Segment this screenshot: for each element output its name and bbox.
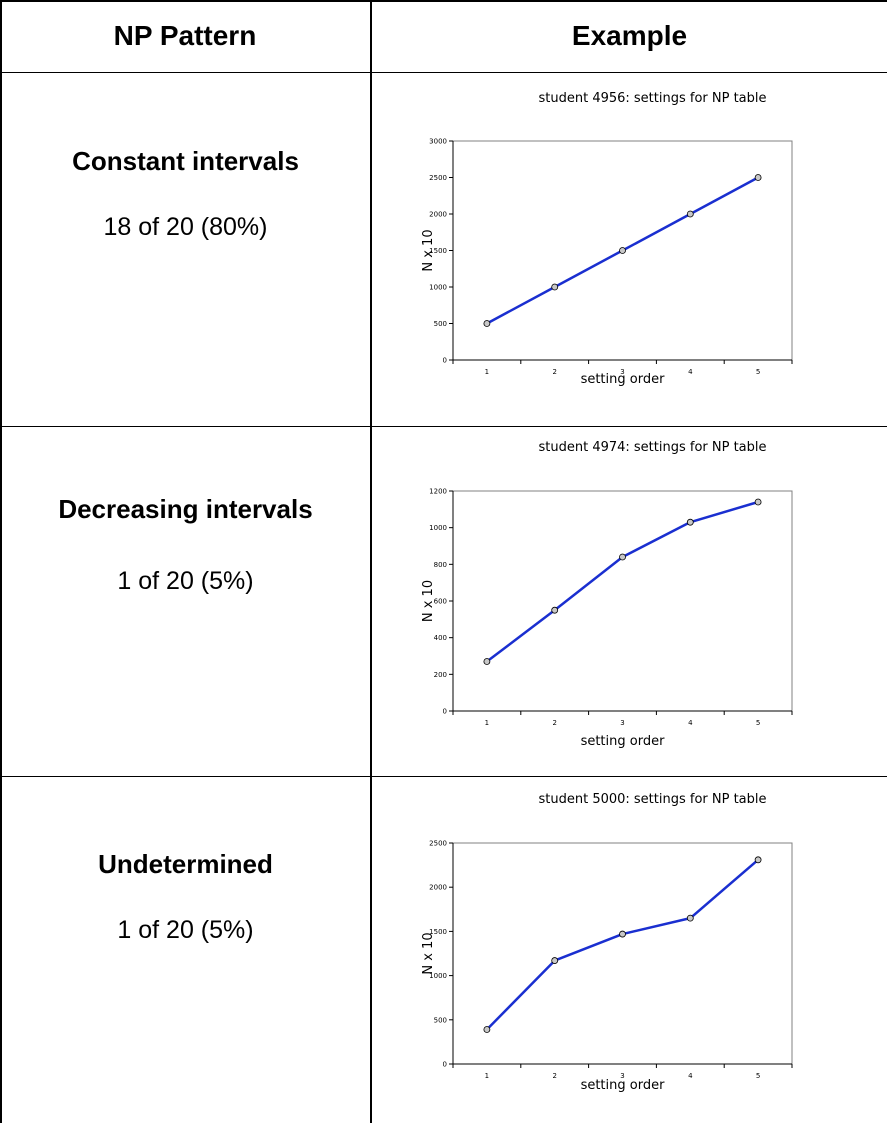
x-axis-label: setting order [581, 372, 666, 387]
series-line [486, 858, 759, 1031]
data-point [754, 174, 762, 181]
y-tick-label: 3000 [429, 138, 447, 146]
x-tick-label: 5 [756, 719, 760, 727]
data-point [686, 914, 694, 922]
y-tick-label: 2500 [429, 174, 447, 182]
x-tick-label: 5 [756, 368, 760, 376]
data-point [551, 957, 559, 964]
y-tick-label: 500 [434, 1016, 447, 1024]
y-tick-label: 400 [434, 634, 447, 642]
data-point [483, 658, 491, 665]
y-tick-label: 1000 [429, 284, 447, 292]
pattern-count: 18 of 20 (80%) [103, 213, 268, 241]
x-tick-label: 3 [620, 1072, 624, 1080]
y-axis-label: N x 10 [421, 932, 436, 974]
y-tick-label: 2000 [429, 884, 447, 892]
table-row-divider [0, 776, 887, 777]
x-tick-label: 1 [485, 719, 489, 727]
table-border-top [0, 0, 887, 2]
pattern-count: 1 of 20 (5%) [117, 567, 254, 595]
y-axis-label: N x 10 [421, 229, 436, 271]
y-tick-label: 2000 [429, 211, 447, 219]
y-tick-label: 0 [443, 708, 447, 716]
pattern-count: 1 of 20 (5%) [117, 916, 254, 944]
y-tick-label: 1500 [429, 928, 447, 936]
x-tick-label: 2 [552, 368, 556, 376]
chart-title: student 5000: settings for NP table [538, 792, 766, 807]
x-tick-label: 3 [620, 368, 624, 376]
line-chart: student 5000: settings for NP table 0 500 1… [421, 792, 793, 1093]
pattern-name: Undetermined [98, 849, 273, 879]
x-axis-label: setting order [581, 1078, 666, 1093]
series-line [486, 500, 759, 663]
data-point [619, 553, 626, 561]
y-tick-label: 200 [434, 671, 447, 679]
chart-title: student 4956: settings for NP table [538, 91, 766, 106]
y-tick-label: 500 [434, 320, 447, 328]
plot-area [452, 490, 793, 712]
x-tick-label: 4 [688, 368, 693, 376]
plot-area [452, 842, 793, 1065]
table-header-divider [0, 72, 887, 73]
data-point [619, 930, 626, 938]
y-tick-label: 2500 [429, 840, 447, 848]
chart-title: student 4974: settings for NP table [538, 440, 766, 455]
data-point [551, 606, 559, 614]
x-tick-label: 1 [485, 1072, 489, 1080]
x-tick-label: 1 [485, 368, 489, 376]
x-tick-label: 2 [552, 1072, 556, 1080]
x-tick-label: 4 [688, 719, 693, 727]
y-tick-label: 600 [434, 598, 447, 606]
chart-container: student 5000: settings for NP table 0 500 1… [372, 777, 887, 1123]
x-tick-label: 5 [756, 1072, 760, 1080]
data-point [754, 498, 762, 506]
x-tick-label: 3 [620, 719, 624, 727]
pattern-name: Constant intervals [72, 146, 299, 176]
data-point [483, 1026, 491, 1033]
y-tick-label: 0 [443, 357, 447, 365]
data-point [551, 283, 559, 291]
table-column-divider [370, 0, 372, 1123]
data-point [686, 518, 694, 526]
line-chart: student 4974: settings for NP table 0 200 4… [421, 440, 793, 749]
chart-container: student 4974: settings for NP table 0 200 4… [372, 427, 887, 776]
y-tick-label: 1500 [429, 247, 447, 255]
data-point [619, 247, 626, 254]
chart-container: student 4956: settings for NP table 0 500 1… [372, 73, 887, 426]
line-chart: student 4956: settings for NP table 0 500 1… [421, 91, 793, 387]
data-point [754, 856, 762, 864]
y-tick-label: 1000 [429, 972, 447, 980]
y-tick-label: 800 [434, 561, 447, 569]
pattern-name: Decreasing intervals [58, 494, 313, 524]
y-tick-label: 1000 [429, 524, 447, 532]
table-row-divider [0, 426, 887, 427]
column-header-example: Example [571, 20, 688, 51]
x-tick-label: 4 [688, 1072, 693, 1080]
x-tick-label: 2 [552, 719, 556, 727]
x-axis-label: setting order [581, 734, 666, 749]
column-header-pattern: NP Pattern [113, 20, 257, 51]
table-border-left [0, 0, 2, 1123]
y-tick-label: 0 [443, 1061, 447, 1069]
data-point [686, 210, 694, 218]
y-tick-label: 1200 [429, 488, 447, 496]
y-axis-label: N x 10 [421, 580, 436, 622]
data-point [483, 320, 491, 327]
